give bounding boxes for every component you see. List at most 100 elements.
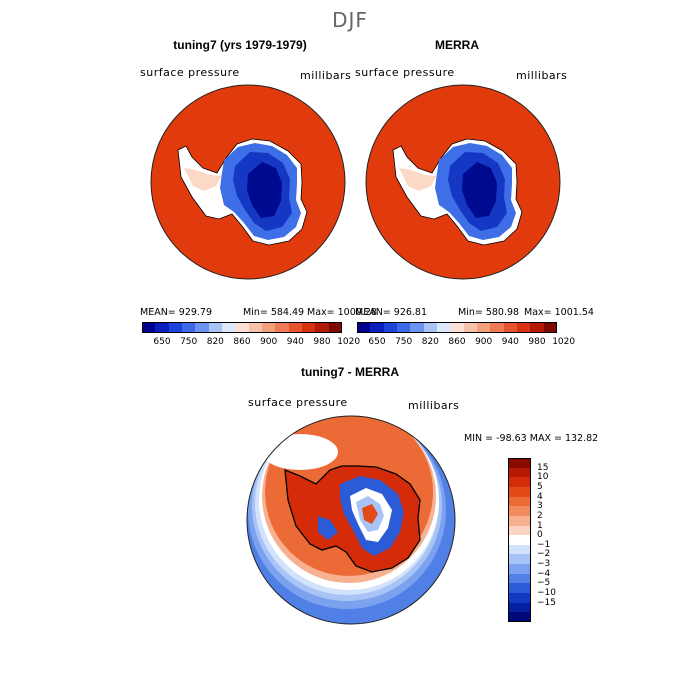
colorbar-difference-tick-label: 0: [537, 530, 543, 541]
ice-sheet-plateau: [247, 162, 282, 218]
colorbar-difference-swatch: [508, 535, 531, 546]
colorbar-merra-swatch: [383, 322, 398, 333]
colorbar-tuning7-swatch: [222, 322, 236, 333]
colorbar-merra-swatch: [463, 322, 478, 333]
colorbar-difference-swatch: [508, 554, 531, 565]
colorbar-difference-tick-label: −2: [537, 549, 551, 560]
colorbar-merra-tick-label: 1020: [552, 337, 576, 347]
field-label-difference: surface pressure: [248, 396, 348, 409]
colorbar-tuning7-swatch: [328, 322, 343, 333]
map-panel-difference: [246, 415, 456, 625]
panel-title-merra: MERRA: [435, 38, 479, 52]
colorbar-tuning7-swatch: [262, 322, 276, 333]
colorbar-tuning7-swatch: [142, 322, 156, 333]
colorbar-merra-swatch: [450, 322, 465, 333]
colorbar-difference-swatch: [508, 486, 531, 498]
colorbar-difference-swatch: [508, 583, 531, 594]
colorbar-difference-swatch: [508, 573, 531, 584]
units-label-tuning7: millibars: [300, 69, 352, 82]
colorbar-merra-swatch: [517, 322, 531, 333]
season-title: DJF: [332, 8, 368, 32]
diff-field: [248, 416, 446, 609]
colorbar-difference-swatch: [508, 525, 531, 536]
colorbar-tuning7-swatch: [195, 322, 210, 333]
mean-stat-tuning7: MEAN= 929.79: [140, 307, 213, 318]
colorbar-merra-tick-label: 860: [448, 337, 466, 347]
colorbar-merra-swatch: [530, 322, 545, 333]
units-label-difference: millibars: [408, 399, 460, 412]
field-label-merra: surface pressure: [355, 66, 455, 79]
colorbar-tuning7-swatch: [288, 322, 303, 333]
colorbar-difference-swatch: [508, 506, 531, 517]
colorbar-merra-tick-label: 940: [501, 337, 519, 347]
colorbar-tuning7-swatch: [155, 322, 170, 333]
colorbar-merra-tick-label: 980: [528, 337, 546, 347]
panel-title-difference: tuning7 - MERRA: [301, 365, 399, 379]
colorbar-merra-swatch: [543, 322, 558, 333]
colorbar-difference: 15 10 5 4 3 2 1 0 −1 −2 −3 −4 −5 −10 −15: [508, 458, 568, 624]
colorbar-tuning7-swatch: [302, 322, 316, 333]
map-panel-tuning7: [150, 84, 346, 280]
colorbar-difference-swatch: [508, 467, 531, 478]
panel-title-tuning7: tuning7 (yrs 1979-1979): [173, 38, 307, 52]
min-stat-tuning7: Min= 584.49: [243, 307, 305, 318]
colorbar-difference-tick-label: 2: [537, 510, 543, 521]
colorbar-difference-tick-label: 4: [537, 491, 543, 502]
colorbar-difference-frame: [508, 458, 531, 622]
colorbar-tuning7-tick-label: 750: [180, 337, 198, 347]
units-label-merra: millibars: [516, 69, 568, 82]
colorbar-difference-swatch: [508, 477, 531, 488]
colorbar-merra-swatch: [397, 322, 411, 333]
colorbar-merra-swatch: [370, 322, 385, 333]
colorbar-merra-tick-label: 820: [421, 337, 439, 347]
colorbar-difference-swatch: [508, 564, 531, 575]
colorbar-difference-tick-label: 5: [537, 481, 543, 492]
colorbar-tuning7-swatch: [168, 322, 183, 333]
colorbar-difference-tick-label: −5: [537, 578, 551, 589]
map-panel-merra: [365, 84, 561, 280]
colorbar-merra-swatch: [437, 322, 451, 333]
colorbar-difference-tick-label: −1: [537, 539, 551, 550]
colorbar-tuning7-tick-label: 650: [153, 337, 171, 347]
colorbar-tuning7-swatch: [315, 322, 330, 333]
colorbar-merra: 650 750 820 860 900 940 980 1020: [357, 322, 575, 356]
colorbar-merra-tick-label: 650: [368, 337, 386, 347]
colorbar-difference-tick-label: −10: [537, 588, 556, 599]
map-boundary: [150, 84, 346, 280]
colorbar-difference-swatch: [508, 593, 531, 604]
ice-sheet-plateau: [462, 162, 497, 218]
colorbar-merra-tick-label: 900: [475, 337, 493, 347]
colorbar-difference-tick-label: −4: [537, 568, 551, 579]
colorbar-tuning7-frame: [142, 322, 342, 333]
colorbar-difference-swatch: [508, 496, 531, 507]
colorbar-tuning7-swatch: [208, 322, 223, 333]
colorbar-difference-tick-label: −15: [537, 597, 556, 608]
colorbar-merra-swatch: [410, 322, 425, 333]
peninsula-highlands: [184, 168, 222, 191]
colorbar-tuning7-tick-label: 900: [260, 337, 278, 347]
max-stat-merra: Max= 1001.54: [524, 307, 594, 318]
colorbar-tuning7-tick-label: 860: [233, 337, 251, 347]
colorbar-merra-swatch: [357, 322, 371, 333]
antarctica-field: [392, 138, 523, 246]
colorbar-difference-tick-label: 3: [537, 501, 543, 512]
colorbar-difference-tick-label: 15: [537, 462, 549, 473]
colorbar-tuning7-swatch: [248, 322, 263, 333]
colorbar-tuning7-tick-label: 820: [206, 337, 224, 347]
max-stat-tuning7: Max= 1000.28: [307, 307, 377, 318]
min-stat-merra: Min= 580.98: [458, 307, 520, 318]
colorbar-merra-swatch: [477, 322, 491, 333]
mean-stat-merra: MEAN= 926.81: [355, 307, 428, 318]
colorbar-tuning7-swatch: [182, 322, 196, 333]
colorbar-difference-swatch: [508, 612, 531, 623]
colorbar-tuning7: 650 750 820 860 900 940 980 1020: [142, 322, 360, 356]
colorbar-difference-tick-label: −3: [537, 559, 551, 570]
colorbar-merra-swatch: [423, 322, 438, 333]
minmax-stat-difference: MIN = -98.63 MAX = 132.82: [464, 433, 599, 444]
colorbar-tuning7-swatch: [275, 322, 290, 333]
colorbar-difference-tick-label: 10: [537, 472, 549, 483]
map-boundary: [246, 415, 456, 625]
colorbar-merra-swatch: [490, 322, 505, 333]
